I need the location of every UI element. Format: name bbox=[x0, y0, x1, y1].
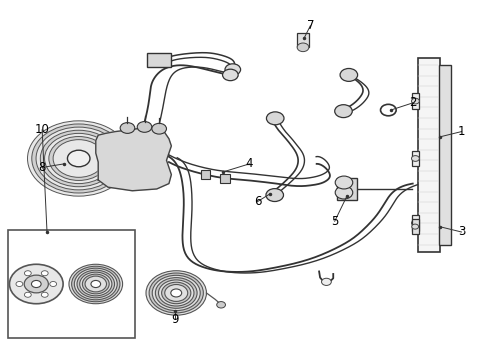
Text: 6: 6 bbox=[253, 195, 261, 208]
Bar bbox=[8, 230, 135, 338]
Circle shape bbox=[222, 69, 238, 81]
Circle shape bbox=[120, 123, 135, 134]
Text: 5: 5 bbox=[330, 215, 338, 228]
Circle shape bbox=[41, 271, 48, 276]
Text: 9: 9 bbox=[171, 312, 179, 326]
Circle shape bbox=[266, 112, 284, 125]
Circle shape bbox=[82, 274, 109, 294]
Circle shape bbox=[380, 104, 395, 116]
Bar bbox=[200, 170, 210, 179]
Circle shape bbox=[411, 98, 418, 104]
Text: 3: 3 bbox=[457, 225, 464, 238]
Circle shape bbox=[297, 43, 308, 51]
Text: 1: 1 bbox=[457, 125, 464, 138]
Circle shape bbox=[162, 282, 190, 304]
Circle shape bbox=[24, 292, 31, 297]
Circle shape bbox=[40, 130, 117, 187]
Circle shape bbox=[80, 272, 112, 296]
Circle shape bbox=[36, 127, 121, 190]
Circle shape bbox=[9, 264, 63, 304]
Circle shape bbox=[41, 292, 48, 297]
Circle shape bbox=[152, 275, 200, 311]
Text: 7: 7 bbox=[306, 19, 313, 32]
Circle shape bbox=[85, 276, 106, 292]
Circle shape bbox=[49, 136, 108, 180]
Circle shape bbox=[24, 275, 48, 293]
Bar bbox=[438, 65, 450, 244]
Circle shape bbox=[149, 273, 203, 313]
Circle shape bbox=[224, 64, 240, 75]
Text: 8: 8 bbox=[39, 161, 46, 174]
Circle shape bbox=[334, 176, 352, 189]
Circle shape bbox=[77, 270, 114, 298]
Text: 2: 2 bbox=[408, 96, 416, 109]
Bar bbox=[411, 215, 418, 231]
Circle shape bbox=[321, 278, 330, 285]
Circle shape bbox=[27, 121, 130, 196]
Circle shape bbox=[32, 124, 125, 193]
Circle shape bbox=[31, 280, 41, 288]
Circle shape bbox=[339, 68, 357, 81]
Bar bbox=[411, 93, 418, 109]
Polygon shape bbox=[96, 128, 171, 191]
Circle shape bbox=[216, 302, 225, 308]
Circle shape bbox=[158, 280, 194, 306]
Bar bbox=[336, 178, 356, 200]
Text: 4: 4 bbox=[245, 157, 253, 170]
Circle shape bbox=[265, 189, 283, 202]
Text: 10: 10 bbox=[35, 123, 49, 136]
Circle shape bbox=[152, 123, 166, 134]
Circle shape bbox=[24, 271, 31, 276]
Circle shape bbox=[411, 156, 418, 161]
Bar bbox=[411, 220, 418, 234]
Bar bbox=[411, 150, 418, 166]
Circle shape bbox=[334, 186, 352, 199]
Bar bbox=[297, 33, 308, 47]
Circle shape bbox=[91, 280, 101, 288]
Circle shape bbox=[67, 150, 90, 167]
Circle shape bbox=[334, 105, 351, 118]
Circle shape bbox=[53, 140, 104, 177]
Circle shape bbox=[74, 268, 117, 300]
Circle shape bbox=[146, 271, 206, 315]
Circle shape bbox=[170, 289, 182, 297]
Bar bbox=[417, 58, 439, 252]
Circle shape bbox=[16, 282, 23, 287]
Circle shape bbox=[44, 134, 113, 184]
Circle shape bbox=[164, 284, 187, 301]
Circle shape bbox=[137, 122, 152, 132]
Circle shape bbox=[50, 282, 57, 287]
Circle shape bbox=[72, 266, 120, 302]
Circle shape bbox=[411, 224, 418, 229]
Circle shape bbox=[155, 278, 197, 308]
Circle shape bbox=[411, 220, 418, 226]
Bar bbox=[220, 174, 229, 183]
Circle shape bbox=[69, 264, 122, 304]
Bar bbox=[147, 53, 171, 67]
